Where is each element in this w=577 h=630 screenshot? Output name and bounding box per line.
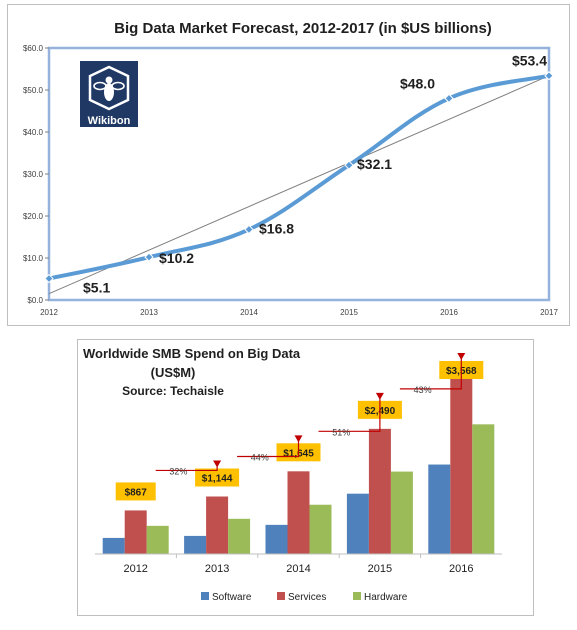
wikibon-logo: Wikibon [80,61,138,127]
chart-frame [7,4,570,326]
growth-arrow [318,394,381,432]
bar-hardware [390,471,413,554]
legend-swatch [353,592,361,600]
data-label: $53.4 [512,53,547,69]
y-axis: $0.0 $10.0 $20.0 $30.0 $40.0 $50.0 $60.0 [23,44,49,305]
bar-hardware [146,525,169,554]
trendline [48,75,550,295]
bar-services [287,471,310,554]
growth-arrowhead [294,435,303,443]
growth-label: 51% [332,427,350,437]
total-label-box [115,482,156,501]
bar-hardware [472,424,495,554]
growth-arrowhead [457,353,466,360]
data-label: $10.2 [159,250,194,266]
data-point-marker [44,273,54,284]
chart-title: Worldwide SMB Spend on Big Data [83,346,301,361]
y-tick-label: $50.0 [23,86,44,95]
x-tick-label: 2012 [123,563,147,575]
series-line [44,71,554,284]
x-tick-label: 2012 [40,308,58,317]
logo-text: Wikibon [88,115,131,127]
x-axis: 2012 2013 2014 2015 2016 2017 [40,308,558,317]
y-tick-label: $0.0 [27,296,43,305]
growth-label: 32% [169,466,187,476]
bar-services [450,374,473,554]
total-label: $1,144 [202,473,233,484]
data-labels: $5.1 $10.2 $16.8 $32.1 $48.0 $53.4 [83,53,547,296]
y-tick-label: $40.0 [23,128,44,137]
chart-subtitle: Source: Techaisle [122,384,224,398]
x-tick-label: 2014 [240,308,258,317]
bar-services [368,428,391,554]
x-tick-label: 2017 [540,308,558,317]
bar-services [206,496,229,554]
bar-software [102,537,125,554]
total-label-box [195,468,240,487]
data-point-marker [544,71,554,81]
legend-label: Services [288,592,326,603]
x-axis: 2012 2013 2014 2015 2016 [123,554,474,575]
data-label: $32.1 [357,156,392,172]
legend-swatch [201,592,209,600]
growth-arrowhead [375,392,384,400]
x-tick-label: 2016 [440,308,458,317]
x-tick-label: 2015 [340,308,358,317]
bar-software [184,535,207,554]
x-tick-label: 2015 [368,563,392,575]
bee-icon [88,65,130,111]
series-path [47,73,551,281]
y-tick-label: $20.0 [23,212,44,221]
bar-hardware [309,504,332,554]
total-label: $867 [125,487,148,498]
smb-spend-svg: Worldwide SMB Spend on Big Data (US$M) S… [77,339,534,616]
legend-swatch [277,592,285,600]
x-tick-label: 2014 [286,563,310,575]
legend-label: Software [212,592,252,603]
market-forecast-chart: Big Data Market Forecast, 2012-2017 (in … [7,4,570,326]
legend: Software Services Hardware [201,592,408,603]
growth-label: 43% [414,385,432,395]
chart-title: Big Data Market Forecast, 2012-2017 (in … [114,20,492,37]
data-point-marker [344,160,354,170]
bar-software [265,524,288,554]
growth-arrow [237,437,300,458]
legend-label: Hardware [364,592,408,603]
bar-software [346,493,369,554]
bar-software [428,464,451,554]
growth-arrow [399,355,462,390]
y-tick-label: $60.0 [23,44,44,53]
x-tick-label: 2013 [205,563,229,575]
bar-hardware [228,518,251,554]
bars [102,374,495,554]
growth-arrowhead [213,460,222,468]
data-label: $48.0 [400,75,435,91]
bar-services [124,510,147,554]
chart-title-unit: (US$M) [151,365,196,380]
data-point-marker [144,252,154,262]
data-point-marker [444,93,454,104]
data-label: $16.8 [259,220,294,236]
x-tick-label: 2013 [140,308,158,317]
x-tick-label: 2016 [449,563,473,575]
data-point-marker [244,224,254,235]
y-tick-label: $10.0 [23,254,44,263]
growth-label: 44% [251,452,269,462]
market-forecast-svg: Big Data Market Forecast, 2012-2017 (in … [7,4,570,326]
y-tick-label: $30.0 [23,170,44,179]
data-label: $5.1 [83,280,110,296]
trendline-path [48,75,550,295]
smb-spend-chart: Worldwide SMB Spend on Big Data (US$M) S… [77,339,534,616]
